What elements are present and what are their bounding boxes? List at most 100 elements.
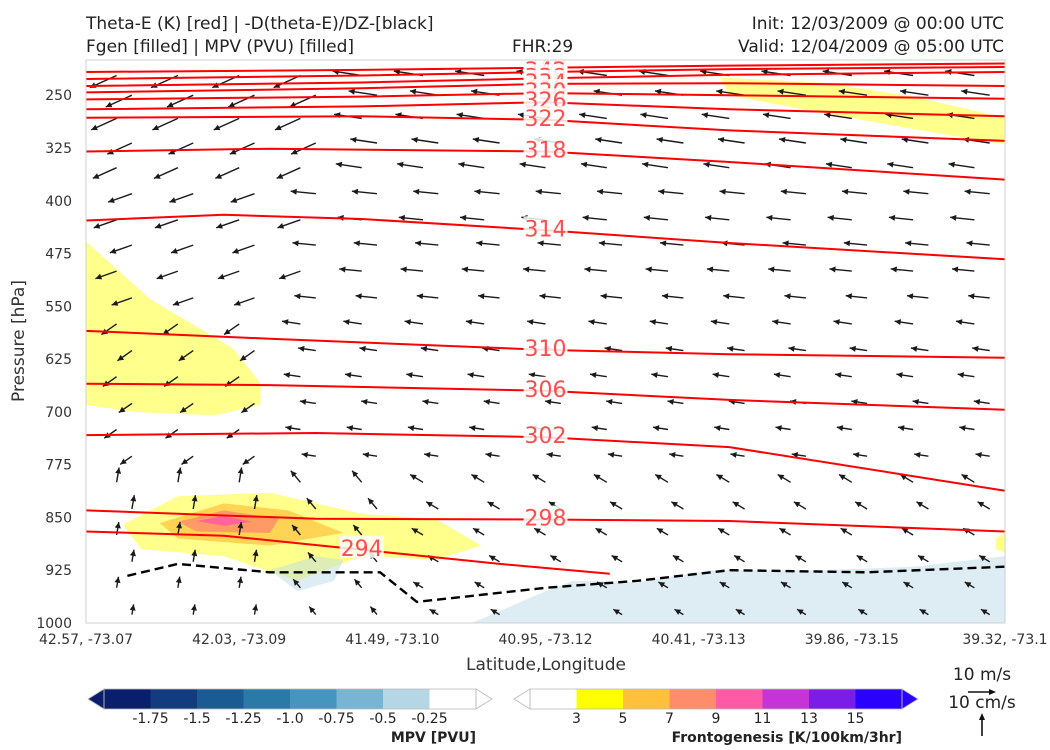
wind-arrowhead bbox=[901, 528, 909, 534]
wind-arrowhead bbox=[467, 372, 474, 378]
contour-label-bg bbox=[523, 137, 568, 160]
colorbar-extend-right bbox=[475, 688, 493, 710]
wind-arrowhead bbox=[793, 501, 801, 508]
wind-arrowhead bbox=[840, 137, 847, 143]
wind-arrowhead bbox=[546, 452, 553, 458]
wind-arrowhead bbox=[213, 124, 221, 131]
wind-arrowhead bbox=[779, 528, 786, 534]
wind-arrowhead bbox=[956, 319, 963, 325]
wind-arrowhead bbox=[461, 266, 469, 273]
wind-arrowhead bbox=[888, 214, 896, 221]
wind-arrowhead bbox=[665, 345, 673, 352]
y-tick-label: 325 bbox=[45, 141, 72, 157]
wind-arrowhead bbox=[354, 579, 361, 586]
wind-arrowhead bbox=[276, 173, 284, 179]
wind-arrowhead bbox=[130, 549, 136, 557]
wind-arrowhead bbox=[918, 555, 925, 562]
wind-arrowhead bbox=[283, 372, 291, 378]
wind-arrowhead bbox=[346, 425, 354, 432]
x-tick-label: 41.49, -73.10 bbox=[345, 632, 439, 648]
wind-arrowhead bbox=[900, 88, 907, 95]
wind-arrowhead bbox=[964, 582, 972, 588]
wind-arrowhead bbox=[701, 112, 709, 119]
wind-arrowhead bbox=[980, 609, 988, 615]
wind-arrowhead bbox=[176, 467, 183, 474]
wind-arrowhead bbox=[972, 345, 979, 352]
wind-arrowhead bbox=[293, 579, 300, 586]
wind-arrowhead bbox=[275, 124, 282, 131]
wind-arrowhead bbox=[291, 148, 298, 155]
wind-arrowhead bbox=[768, 266, 775, 273]
y-tick-label: 775 bbox=[45, 458, 72, 474]
wind-arrowhead bbox=[584, 266, 591, 273]
x-tick-label: 42.03, -73.09 bbox=[192, 632, 286, 648]
contour-label-bg bbox=[523, 105, 568, 128]
wind-arrowhead bbox=[485, 452, 492, 458]
stability-contour bbox=[127, 562, 1005, 604]
wind-arrowhead bbox=[398, 214, 405, 221]
wind-arrowhead bbox=[642, 161, 649, 168]
wind-arrowhead bbox=[706, 266, 714, 273]
wind-arrowhead bbox=[653, 425, 660, 432]
colorbar-swatch bbox=[104, 689, 151, 709]
wind-arrowhead bbox=[108, 197, 115, 203]
wind-arrowhead bbox=[582, 214, 589, 221]
fgen-area bbox=[720, 77, 1005, 145]
colorbar-tick: -0.25 bbox=[411, 711, 447, 727]
wind-arrowhead bbox=[855, 501, 862, 508]
wind-arrowhead bbox=[489, 555, 496, 562]
theta-e-label: 314 bbox=[525, 217, 567, 242]
wind-arrowhead bbox=[903, 582, 911, 588]
colorbar-swatch bbox=[762, 689, 810, 709]
wind-arrowhead bbox=[655, 474, 662, 481]
wind-arrowhead bbox=[191, 549, 198, 557]
theta-e-label: 310 bbox=[525, 337, 567, 362]
mpv-area bbox=[269, 556, 344, 592]
wind-arrowhead bbox=[957, 372, 965, 378]
x-tick-label: 40.41, -73.13 bbox=[652, 632, 746, 648]
colorbar-swatch bbox=[669, 689, 717, 709]
wind-arrowhead bbox=[154, 173, 161, 179]
wind-arrowhead bbox=[716, 88, 723, 95]
wind-arrowhead bbox=[595, 137, 602, 143]
x-axis-label: Latitude,Longitude bbox=[466, 655, 626, 675]
wind-arrowhead bbox=[362, 452, 370, 458]
wind-arrowhead bbox=[216, 223, 223, 229]
wind-arrowhead bbox=[114, 522, 121, 529]
wind-arrowhead bbox=[93, 223, 101, 229]
wind-arrowhead bbox=[413, 188, 420, 195]
wind-arrowhead bbox=[535, 188, 542, 195]
wind-arrowhead bbox=[176, 522, 182, 529]
wind-arrowhead bbox=[730, 452, 737, 458]
wind-arrowhead bbox=[487, 501, 495, 508]
wind-arrowhead bbox=[478, 293, 485, 300]
wind-arrowhead bbox=[517, 112, 525, 119]
contour-label-bg bbox=[523, 88, 568, 111]
wind-arrowhead bbox=[400, 266, 407, 273]
wind-arrowhead bbox=[348, 88, 355, 95]
wind-arrowhead bbox=[351, 188, 359, 195]
wind-arrowhead bbox=[230, 197, 238, 203]
wind-arrowhead bbox=[914, 452, 921, 458]
wind-arrowhead bbox=[723, 293, 730, 300]
wind-arrowhead bbox=[966, 240, 973, 247]
colorbar-tick: -1.0 bbox=[276, 711, 303, 727]
y-tick-label: 550 bbox=[45, 299, 72, 315]
wind-arrowhead bbox=[779, 137, 786, 143]
colorbar-extend-left bbox=[513, 688, 531, 710]
wind-arrowhead bbox=[719, 188, 726, 195]
wind-arrowhead bbox=[836, 425, 844, 432]
wind-arrowhead bbox=[353, 240, 360, 247]
wind-arrowhead bbox=[460, 214, 467, 221]
y-tick-label: 700 bbox=[45, 405, 72, 421]
wind-arrowhead bbox=[948, 161, 955, 168]
wind-arrowhead bbox=[115, 467, 122, 474]
wind-arrowhead bbox=[241, 406, 248, 413]
fgen-area bbox=[86, 241, 261, 416]
colorbar-swatch bbox=[197, 689, 244, 709]
wind-arrowhead bbox=[129, 604, 136, 611]
wind-arrowhead bbox=[273, 82, 281, 88]
contour-label-bg bbox=[523, 423, 568, 446]
y-tick-label: 475 bbox=[45, 247, 72, 263]
wind-arrowhead bbox=[784, 293, 791, 300]
